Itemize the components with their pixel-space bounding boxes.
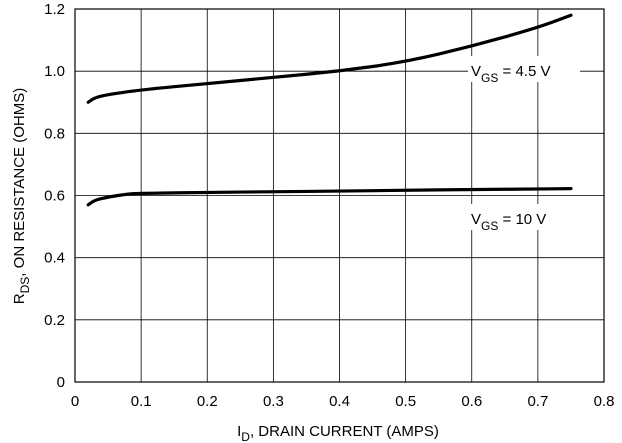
y-tick-label: 1.2: [44, 1, 65, 18]
series-label-vgs-10: VGS = 10 V: [468, 204, 558, 233]
y-tick-label: 1.0: [44, 63, 65, 80]
series-line-0: [86, 13, 573, 104]
x-tick-label: 0.3: [263, 393, 284, 410]
x-tick-label: 0.5: [395, 393, 416, 410]
y-tick-label: 0: [57, 374, 65, 391]
y-tick-label: 0.2: [44, 312, 65, 329]
y-tick-label: 0.8: [44, 125, 65, 142]
x-tick-label: 0.2: [197, 393, 218, 410]
plot-frame: [74, 8, 605, 383]
series-label-10-text: VGS = 10 V: [471, 211, 546, 233]
y-axis-title: RDS, ON RESISTANCE (OHMS): [11, 88, 32, 304]
x-tick-label: 0.7: [527, 393, 548, 410]
tick-labels: 0 0.1 0.2 0.3 0.4 0.5 0.6 0.7 0.8 0 0.2 0.4 0.6 0.8 1.…: [44, 1, 614, 410]
y-tick-label: 0.6: [44, 188, 65, 205]
y-tick-label: 0.4: [44, 250, 65, 267]
x-axis-title: ID, DRAIN CURRENT (AMPS): [237, 423, 439, 443]
series-lines: [86, 13, 573, 207]
x-tick-label: 0.6: [461, 393, 482, 410]
x-tick-label: 0.8: [594, 393, 615, 410]
x-tick-label: 0: [71, 393, 79, 410]
series-line-1: [86, 187, 573, 207]
series-label-4-5-text: VGS = 4.5 V: [471, 63, 550, 85]
x-tick-label: 0.4: [329, 393, 350, 410]
grid: [74, 8, 605, 383]
series-label-vgs-4-5: VGS = 4.5 V: [468, 56, 580, 85]
x-tick-label: 0.1: [131, 393, 152, 410]
